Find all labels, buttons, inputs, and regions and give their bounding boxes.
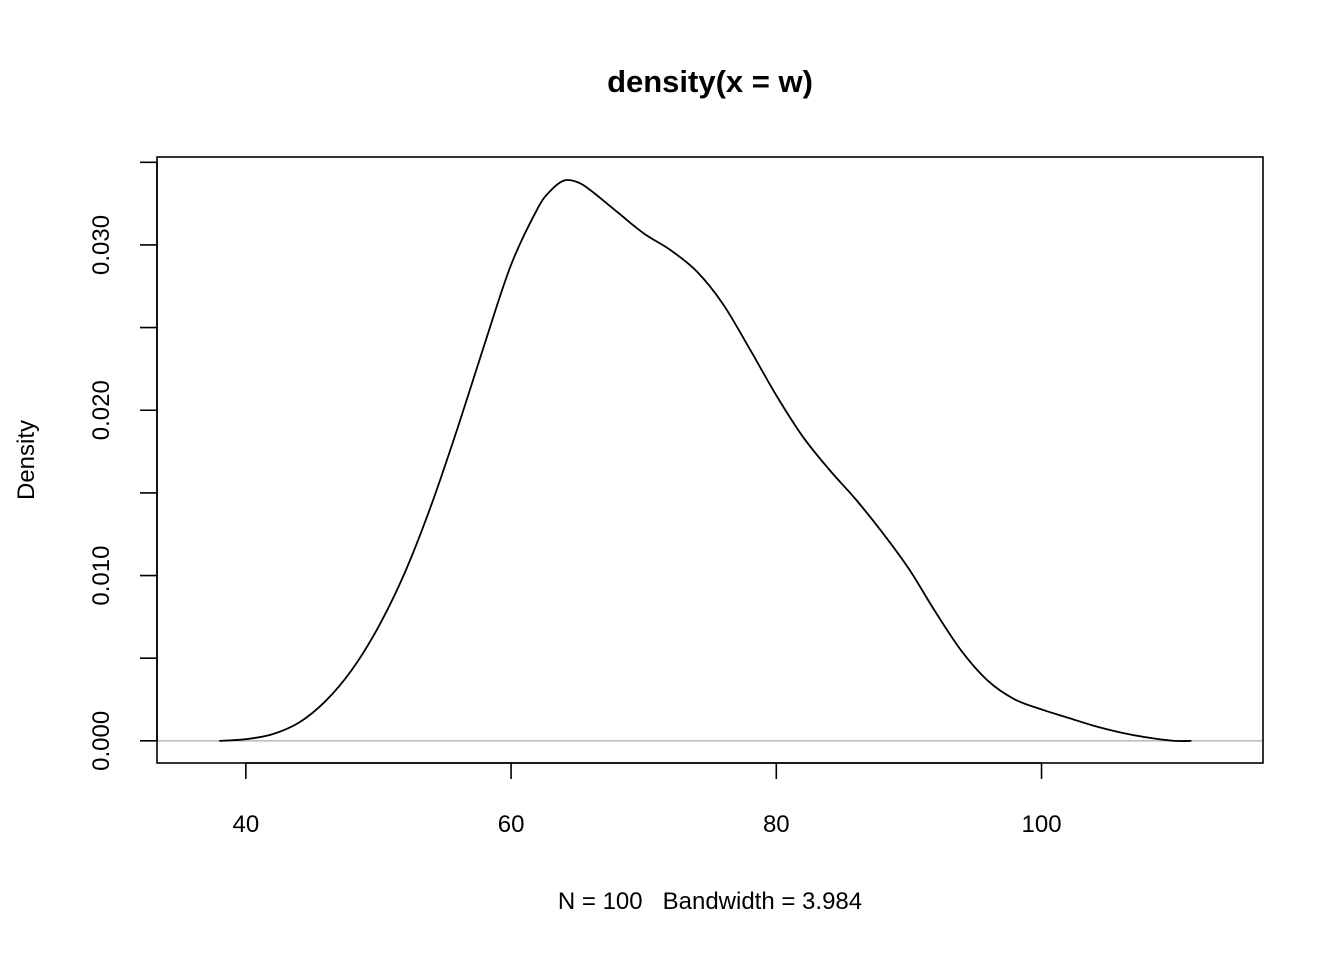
y-tick-label: 0.000	[88, 711, 115, 771]
plot-frame	[156, 156, 1264, 764]
y-tick-label: 0.030	[88, 215, 115, 275]
y-tick-label: 0.020	[88, 380, 115, 440]
density-curve-0	[219, 179, 1192, 742]
x-tick-label: 100	[1022, 811, 1062, 838]
y-axis: 0.000 0.010 0.020 0.030	[88, 161, 158, 771]
chart-title: density(x = w)	[607, 64, 813, 99]
x-tick-label: 60	[498, 811, 525, 838]
y-tick-label: 0.010	[88, 546, 115, 606]
y-axis-label: Density	[13, 420, 40, 500]
x-tick-label: 80	[763, 811, 790, 838]
x-axis: 40 60 80 100	[232, 762, 1062, 838]
x-tick-label: 40	[232, 811, 259, 838]
x-axis-label: N = 100 Bandwidth = 3.984	[558, 888, 862, 915]
plot-area	[157, 179, 1263, 742]
